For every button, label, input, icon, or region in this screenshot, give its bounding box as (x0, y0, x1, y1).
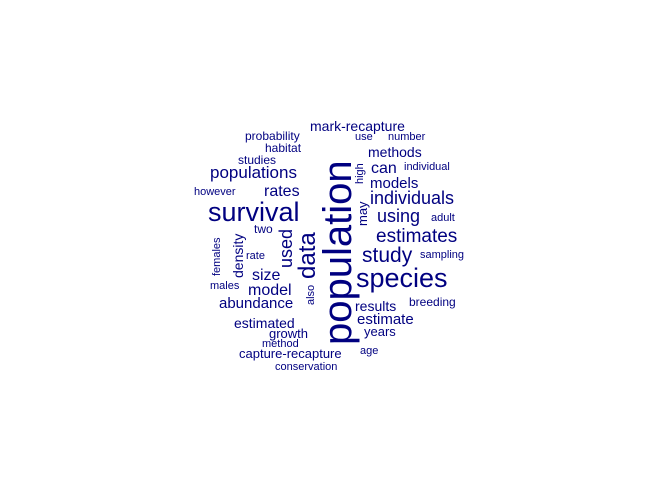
word-habitat: habitat (265, 141, 302, 155)
word-breeding: breeding (409, 295, 456, 309)
word-data: data (294, 232, 321, 279)
word-rate: rate (246, 250, 265, 262)
word-model: model (248, 282, 292, 299)
word-studies: studies (238, 153, 277, 167)
word-capture-recapture: capture-recapture (239, 346, 342, 361)
word-abundance: abundance (219, 295, 294, 312)
word-populations: populations (210, 163, 297, 182)
word-survival: survival (208, 197, 300, 227)
word-may: may (355, 201, 370, 226)
word-models: models (370, 175, 419, 192)
word-rates: rates (264, 183, 300, 200)
word-estimates: estimates (376, 226, 458, 247)
word-estimated: estimated (234, 315, 295, 331)
word-method: method (262, 338, 299, 350)
word-size: size (252, 267, 281, 284)
word-mark-recapture: mark-recapture (310, 118, 405, 134)
word-can: can (371, 160, 397, 177)
word-using: using (377, 206, 421, 226)
word-high: high (354, 163, 366, 184)
word-probability: probability (245, 129, 300, 143)
word-sampling: sampling (420, 249, 465, 261)
word-methods: methods (368, 144, 422, 160)
word-adult: adult (431, 212, 455, 224)
word-density: density (230, 233, 246, 278)
word-species: species (356, 263, 448, 293)
word-conservation: conservation (275, 361, 338, 373)
word-growth: growth (269, 326, 309, 341)
word-estimate: estimate (357, 311, 414, 328)
word-two: two (254, 222, 273, 236)
word-males: males (210, 280, 240, 292)
word-use: use (355, 131, 373, 143)
word-age: age (360, 345, 379, 357)
word-also: also (305, 284, 317, 305)
word-study: study (362, 244, 413, 267)
word-females: females (211, 237, 223, 276)
word-used: used (276, 228, 296, 268)
word-number: number (388, 131, 426, 143)
word-population: population (316, 160, 360, 345)
word-individual: individual (404, 161, 450, 173)
word-individuals: individuals (370, 188, 455, 208)
word-years: years (364, 324, 396, 339)
word-however: however (194, 186, 236, 198)
word-results: results (355, 298, 397, 314)
